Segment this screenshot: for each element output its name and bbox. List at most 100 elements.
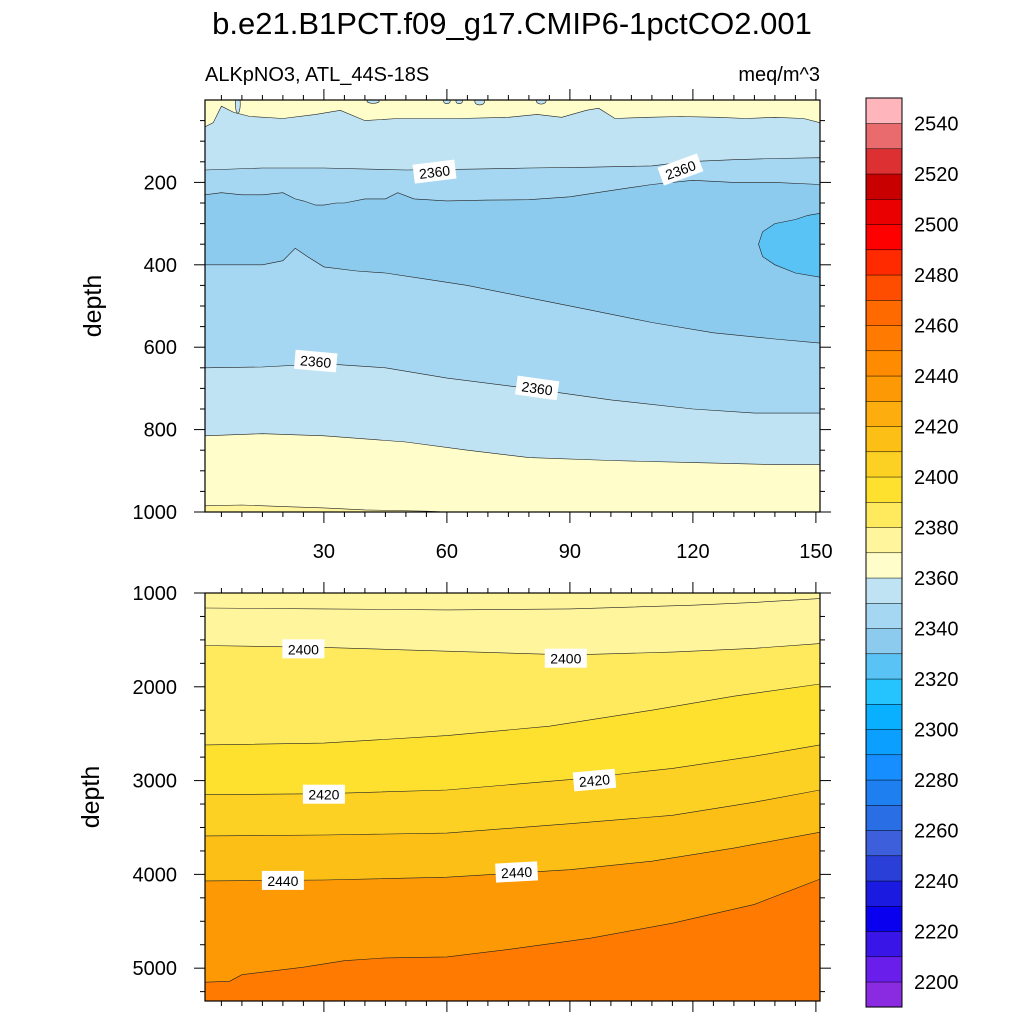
colorbar-segment <box>865 678 903 705</box>
lower-contour-line <box>205 831 820 882</box>
upper-y-tick-label: 600 <box>144 337 177 359</box>
lower-contour-label: 2400 <box>282 639 325 659</box>
upper-y-tick-label: 200 <box>144 172 177 194</box>
colorbar-segment <box>865 123 903 150</box>
colorbar-segment <box>865 981 903 1008</box>
upper-contour-island <box>455 100 463 105</box>
upper-contour-fill <box>205 100 820 512</box>
lower-axis-ticks: 1000 2000 3000 4000 5000 <box>133 582 831 1012</box>
lower-contour-label-bg <box>302 784 345 804</box>
lower-contour-line <box>205 683 820 746</box>
lower-contour-label-bg <box>544 648 587 668</box>
lower-y-tick-label: 2000 <box>133 677 178 699</box>
lower-contour-band <box>205 684 820 795</box>
lower-contour-line <box>205 598 820 611</box>
units-subtitle: meq/m^3 <box>738 64 820 86</box>
colorbar-segment <box>865 804 903 831</box>
upper-y-axis-label: depth <box>79 275 107 338</box>
lower-contour-label-text: 2420 <box>308 787 339 803</box>
lower-contour-label-text: 2440 <box>267 873 298 889</box>
lower-contour-label: 2440 <box>261 870 304 890</box>
upper-contour-label-bg <box>293 349 338 373</box>
colorbar-segment <box>865 426 903 453</box>
lower-contour-fill <box>205 593 820 1001</box>
colorbar-segment <box>865 905 903 932</box>
figure-title: b.e21.B1PCT.f09_g17.CMIP6-1pctCO2.001 <box>212 6 812 41</box>
colorbar-label: 2380 <box>914 517 959 539</box>
colorbar-segment <box>865 451 903 478</box>
upper-bottom-band <box>205 504 447 512</box>
lower-contour-label-bg <box>495 861 539 883</box>
lower-y-tick-label: 1000 <box>133 583 178 605</box>
lower-contour-band <box>205 879 820 1001</box>
upper-contour-island <box>474 100 485 106</box>
upper-contour-island <box>535 100 547 105</box>
lower-contour-band <box>205 790 820 881</box>
lower-contour-band <box>205 598 820 655</box>
lower-contour-line <box>205 878 820 983</box>
colorbar-segment <box>865 350 903 377</box>
lower-contour-label-text: 2400 <box>550 651 581 667</box>
colorbar: 2200 2220 2240 2260 2280 2300 2320 2340 2360 2380… <box>865 97 959 1008</box>
upper-contour-island <box>235 100 241 114</box>
upper-x-tick-label: 150 <box>799 541 832 563</box>
colorbar-segment <box>865 274 903 301</box>
colorbar-segment <box>865 325 903 352</box>
lower-contour-labels: 2400 2400 2420 2420 2440 2440 <box>261 639 617 890</box>
upper-contour-label-text: 2360 <box>521 378 554 398</box>
colorbar-frame <box>865 97 903 1008</box>
colorbar-label: 2520 <box>914 164 959 186</box>
upper-depth-panel: 30 60 90 120 150 200 400 600 800 1000 2360 2360 236… <box>79 89 833 563</box>
colorbar-segment <box>865 148 903 175</box>
upper-y-tick-label: 800 <box>144 420 177 442</box>
lower-contour-label-bg <box>282 639 325 659</box>
colorbar-segment <box>865 97 903 124</box>
colorbar-segment <box>865 931 903 958</box>
colorbar-segment <box>865 880 903 907</box>
colorbar-segment <box>865 501 903 528</box>
lower-contour-label: 2420 <box>572 768 617 792</box>
lower-contour-band <box>205 593 820 610</box>
colorbar-segment <box>865 476 903 503</box>
lower-y-tick-label: 5000 <box>133 958 178 980</box>
colorbar-label: 2360 <box>914 568 959 590</box>
colorbar-segment <box>865 602 903 629</box>
lower-contour-band <box>205 643 820 745</box>
lower-y-tick-label: 4000 <box>133 864 178 886</box>
colorbar-label: 2340 <box>914 618 959 640</box>
upper-contour-label-bg <box>412 159 457 184</box>
colorbar-segment <box>865 527 903 554</box>
lower-contour-label: 2420 <box>302 784 345 804</box>
upper-x-tick-label: 60 <box>436 541 458 563</box>
colorbar-segment <box>865 653 903 680</box>
upper-contour-label-text: 2360 <box>418 162 451 182</box>
upper-contour-label: 2360 <box>293 349 338 373</box>
lower-contour-label-bg <box>261 870 304 890</box>
lower-contour-label-text: 2440 <box>501 864 533 882</box>
upper-contour-region <box>758 212 820 278</box>
upper-contour-label-bg <box>515 375 560 401</box>
upper-contour-island <box>443 100 451 105</box>
colorbar-segment <box>865 198 903 225</box>
colorbar-segment <box>865 224 903 251</box>
lower-contour-label-text: 2400 <box>288 641 319 657</box>
upper-axis-ticks: 30 60 90 120 150 200 400 600 800 1000 <box>133 89 833 563</box>
upper-x-tick-label: 30 <box>313 541 335 563</box>
lower-depth-panel: 1000 2000 3000 4000 5000 2400 2400 2420 2420 244… <box>77 582 831 1012</box>
lower-contour-label: 2400 <box>544 648 587 668</box>
upper-contour-label: 2360 <box>515 375 560 401</box>
colorbar-segment <box>865 577 903 604</box>
colorbar-label: 2320 <box>914 669 959 691</box>
colorbar-label: 2280 <box>914 770 959 792</box>
variable-region-subtitle: ALKpNO3, ATL_44S-18S <box>205 64 429 86</box>
colorbar-segment <box>865 830 903 857</box>
colorbar-segment <box>865 299 903 326</box>
lower-contour-line <box>205 789 820 837</box>
colorbar-segment <box>865 779 903 806</box>
colorbar-label: 2460 <box>914 315 959 337</box>
colorbar-segment <box>865 703 903 730</box>
lower-y-tick-label: 3000 <box>133 771 178 793</box>
upper-contour-label-text: 2360 <box>299 352 332 371</box>
colorbar-label: 2440 <box>914 366 959 388</box>
